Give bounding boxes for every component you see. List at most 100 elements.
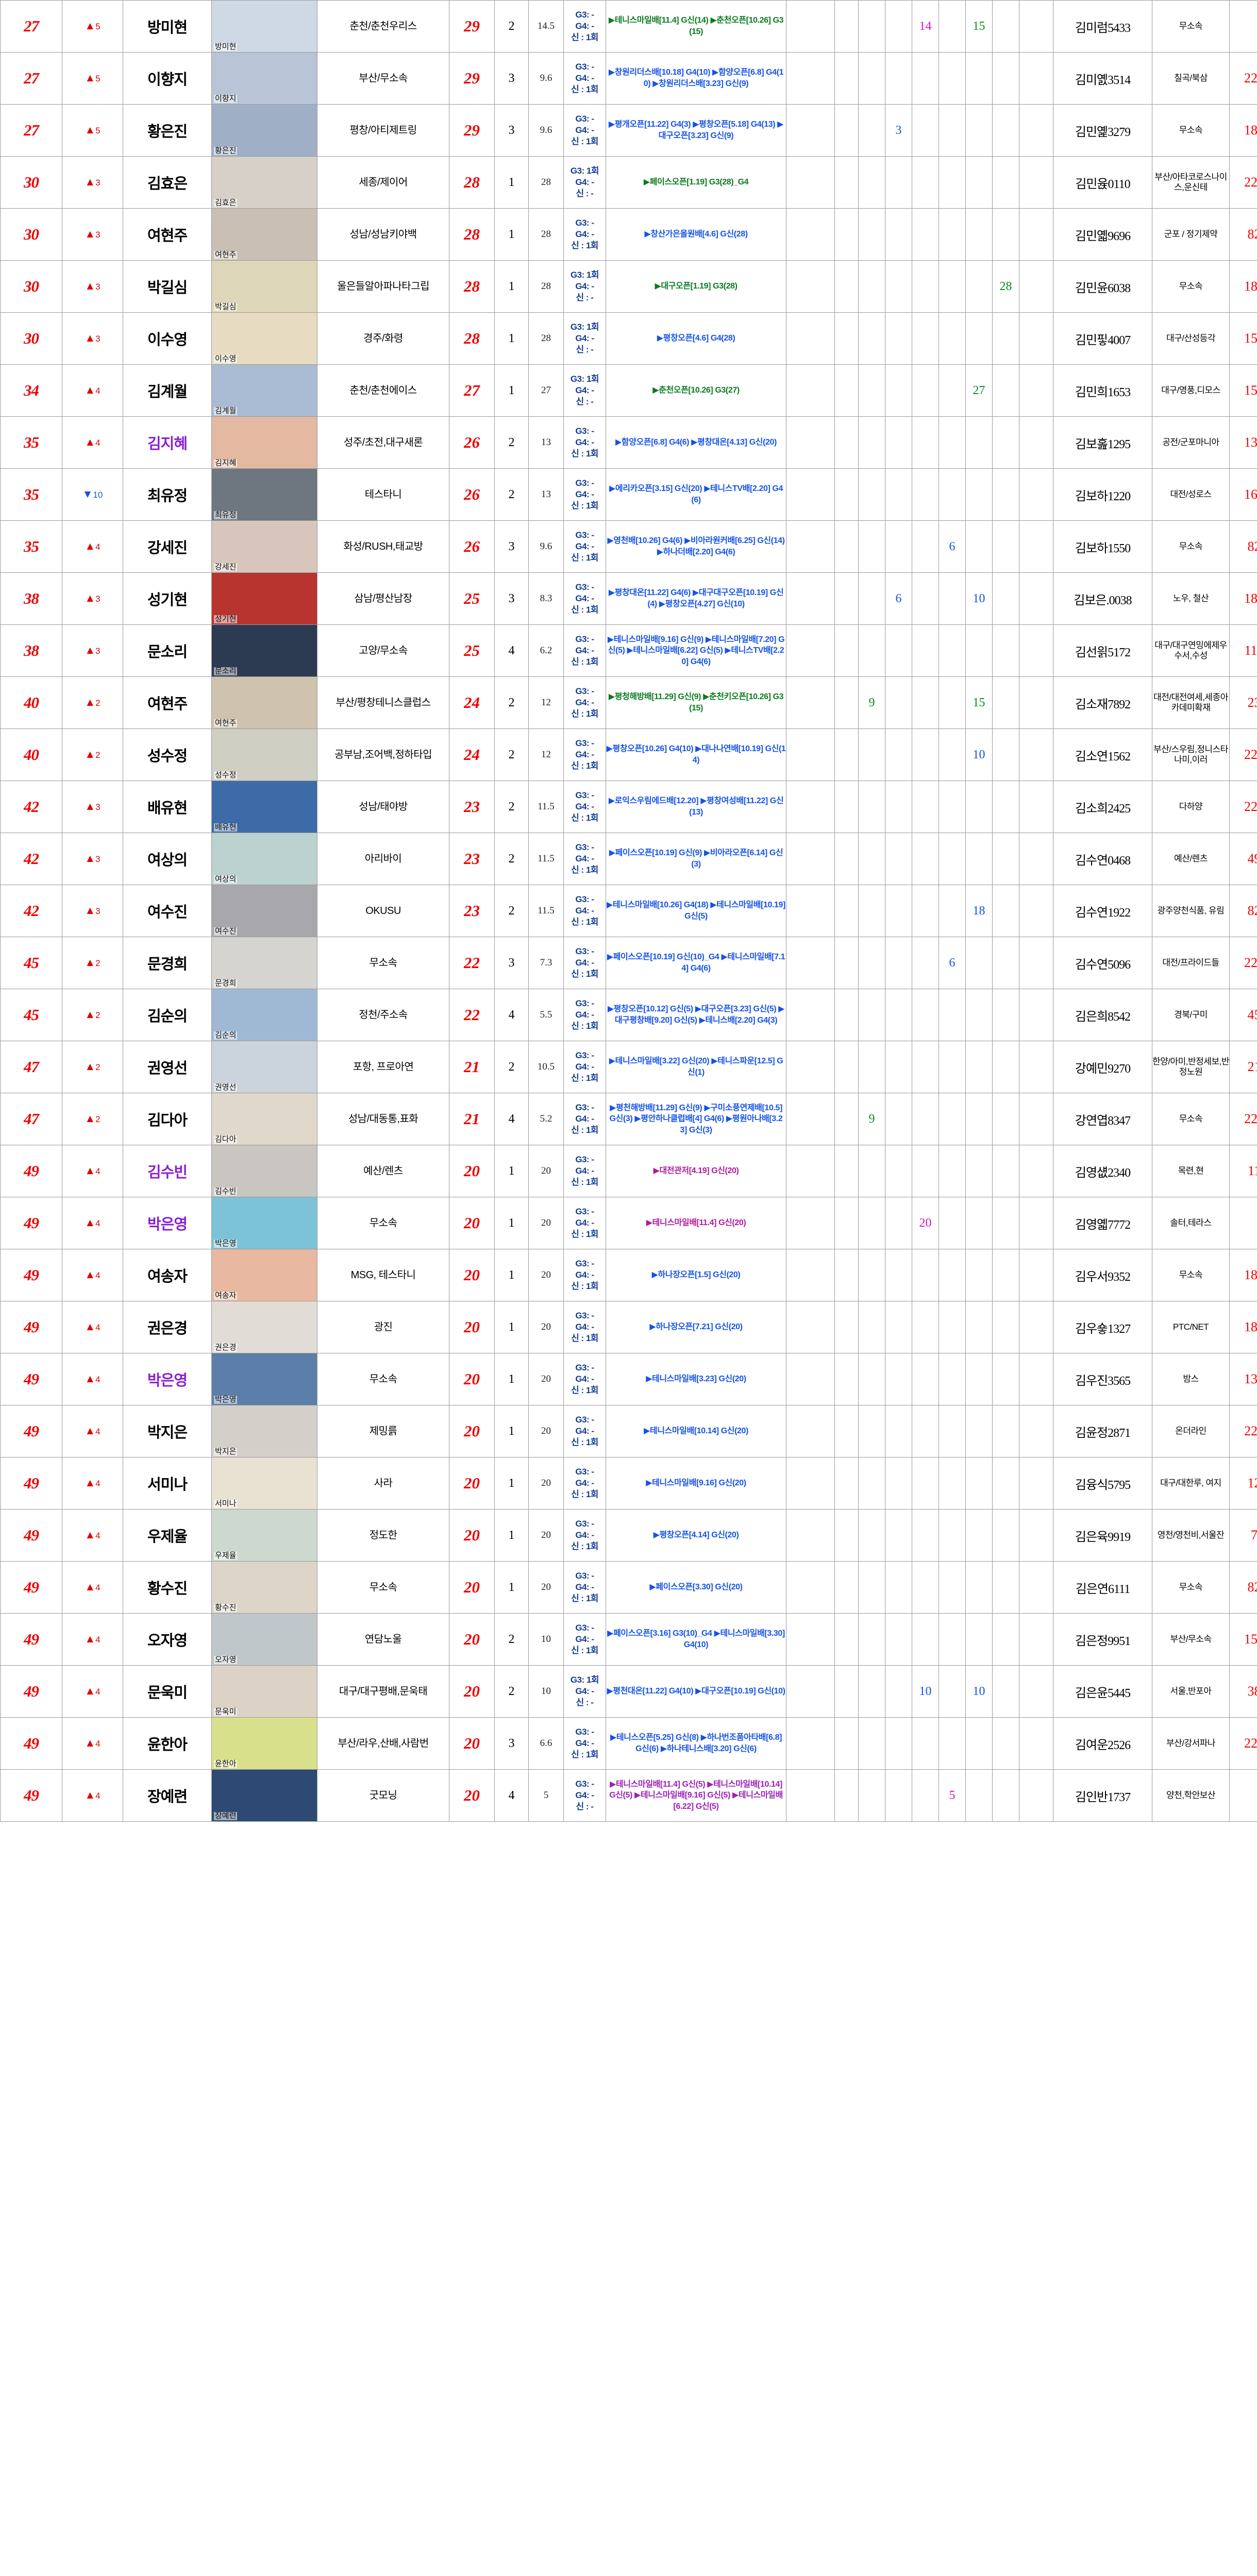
player-name[interactable]: 여상의 (147, 852, 188, 869)
partner-name[interactable]: 김융식5795 (1075, 1478, 1131, 1492)
player-photo-cell[interactable]: 강세진 (211, 520, 317, 573)
partner-name-cell[interactable]: 김인반1737 (1053, 1769, 1152, 1822)
player-photo[interactable]: 박지은 (212, 1405, 317, 1457)
player-name[interactable]: 문욱미 (147, 1685, 188, 1701)
partner-name-cell[interactable]: 김민옓9696 (1053, 208, 1152, 261)
partner-name[interactable]: 김미옔3514 (1075, 73, 1131, 87)
events-text[interactable]: ▶대전관저[4.19] G신(20) (653, 1166, 739, 1176)
events-list[interactable]: ▶하나장오픈[1.5] G신(20) (606, 1249, 786, 1301)
player-photo[interactable]: 권은경 (212, 1301, 317, 1353)
player-photo[interactable]: 강세진 (212, 521, 317, 572)
partner-name[interactable]: 김민핗4007 (1075, 333, 1131, 347)
player-photo-cell[interactable]: 배유현 (211, 781, 317, 833)
partner-name[interactable]: 김미럼5433 (1075, 21, 1131, 35)
player-photo[interactable]: 김수빈 (212, 1145, 317, 1197)
player-photo[interactable]: 우제율 (212, 1510, 317, 1561)
events-list[interactable]: ▶평창대온[11.22] G4(6) ▶대구대구오픈[10.19] G신(4) … (606, 572, 786, 625)
player-name[interactable]: 여현주 (147, 228, 188, 244)
player-name[interactable]: 황은진 (147, 124, 188, 140)
events-text[interactable]: ▶영천배[10.26] G4(6) ▶비아라원커배[6.25] G신(14) ▶… (607, 536, 785, 556)
player-name[interactable]: 김수빈 (147, 1164, 188, 1181)
player-photo-cell[interactable]: 서미나 (211, 1457, 317, 1510)
player-photo-cell[interactable]: 황수진 (211, 1561, 317, 1614)
events-list[interactable]: ▶대구오픈[1.19] G3(28) (606, 260, 786, 313)
events-list[interactable]: ▶창산가은올원배[4.6] G신(28) (606, 208, 786, 261)
player-photo-cell[interactable]: 김효은 (211, 156, 317, 209)
events-list[interactable]: ▶테니스마일배[11.4] G신(20) (606, 1197, 786, 1249)
player-name-cell[interactable]: 권영선 (123, 1041, 212, 1093)
player-name[interactable]: 김효은 (147, 176, 188, 192)
events-list[interactable]: ▶페이스오픈[1.19] G3(28)_G4 (606, 156, 786, 209)
table-row[interactable]: 45 ▲2 문경희 문경희 무소속 22 3 7.3 G3: - G4: -신 : 1회 ▶페이스오… (0, 937, 1257, 989)
player-photo[interactable]: 여상의 (212, 833, 317, 885)
player-photo-cell[interactable]: 여송자 (211, 1249, 317, 1301)
player-photo[interactable]: 성기현 (212, 573, 317, 624)
player-name-cell[interactable]: 김지혜 (123, 416, 212, 469)
player-name[interactable]: 여송자 (147, 1268, 188, 1285)
player-photo[interactable]: 서미나 (212, 1458, 317, 1509)
player-name-cell[interactable]: 김계월 (123, 364, 212, 417)
player-name-cell[interactable]: 김순의 (123, 989, 212, 1041)
events-text[interactable]: ▶하나장오픈[7.21] G신(20) (649, 1323, 743, 1332)
table-row[interactable]: 30 ▲3 여현주 여현주 성남/성남키야백 28 1 28 G3: - G4: -신 : 1회 ▶… (0, 208, 1257, 261)
player-photo-cell[interactable]: 오자영 (211, 1613, 317, 1666)
events-list[interactable]: ▶테니스마일배[11.4] G신(5) ▶테니스마일배[10.14] G신(5)… (606, 1769, 786, 1822)
partner-name-cell[interactable]: 김은정9951 (1053, 1613, 1152, 1666)
partner-name-cell[interactable]: 김은연6111 (1053, 1561, 1152, 1614)
partner-name-cell[interactable]: 김민옕3279 (1053, 104, 1152, 157)
player-name[interactable]: 박은영 (147, 1216, 188, 1233)
player-photo[interactable]: 박은영 (212, 1353, 317, 1405)
partner-name-cell[interactable]: 김민윤6038 (1053, 260, 1152, 313)
player-name[interactable]: 배유현 (147, 800, 188, 817)
player-photo[interactable]: 이향지 (212, 53, 317, 104)
partner-name[interactable]: 김민옓9696 (1075, 229, 1131, 243)
partner-name[interactable]: 김수연0468 (1075, 854, 1131, 868)
player-photo-cell[interactable]: 여상의 (211, 833, 317, 885)
partner-name[interactable]: 김보홆1295 (1075, 437, 1131, 451)
player-photo-cell[interactable]: 최유정 (211, 468, 317, 521)
events-list[interactable]: ▶테니스오픈[5.25] G신(8) ▶하나번조품아타배[6.8] G신(6) … (606, 1717, 786, 1770)
partner-name[interactable]: 강연엽8347 (1075, 1114, 1131, 1128)
player-photo-cell[interactable]: 박은영 (211, 1197, 317, 1249)
events-text[interactable]: ▶평청해방배[11.29] G신(9) ▶춘천키오픈[10.26] G3(15) (608, 692, 784, 713)
table-row[interactable]: 47 ▲2 김다아 김다아 성남/대동통,표화 21 4 5.2 G3: - G4: -신 : 1… (0, 1093, 1257, 1145)
events-list[interactable]: ▶페이스오픈[3.30] G신(20) (606, 1561, 786, 1614)
player-photo[interactable]: 여수진 (212, 885, 317, 937)
events-list[interactable]: ▶평천해방배[11.29] G신(9) ▶구미소풍연제배[10.5] G신(3)… (606, 1093, 786, 1145)
events-text[interactable]: ▶평창오픈[4.6] G4(28) (657, 334, 735, 343)
partner-name[interactable]: 김영옓7772 (1075, 1218, 1131, 1232)
table-row[interactable]: 27 ▲5 이향지 이향지 부산/무소속 29 3 9.6 G3: - G4: -신 : 1회 ▶창… (0, 52, 1257, 105)
player-photo[interactable]: 문경희 (212, 937, 317, 989)
player-name-cell[interactable]: 박지은 (123, 1405, 212, 1458)
player-name-cell[interactable]: 우제율 (123, 1509, 212, 1562)
partner-name[interactable]: 김선읡5172 (1075, 646, 1131, 659)
partner-name[interactable]: 김은희8542 (1075, 1010, 1131, 1024)
table-row[interactable]: 45 ▲2 김순의 김순의 정천/주소속 22 4 5.5 G3: - G4: -신 : 1회 ▶평… (0, 989, 1257, 1041)
events-list[interactable]: ▶테니스마일배[10.14] G신(20) (606, 1405, 786, 1458)
partner-name[interactable]: 김우서9352 (1075, 1270, 1131, 1284)
events-text[interactable]: ▶테니스마일배[9.16] G신(9) ▶테니스마일배[7.20] G신(5) … (607, 635, 785, 666)
events-text[interactable]: ▶테니스마일배[9.16] G신(20) (646, 1479, 746, 1488)
player-name[interactable]: 여수진 (147, 904, 188, 921)
player-name[interactable]: 여현주 (147, 696, 188, 713)
events-text[interactable]: ▶함양오픈[6.8] G4(6) ▶평창대온[4.13] G신(20) (615, 438, 777, 447)
table-row[interactable]: 49 ▲4 장예련 장예련 굿모닝 20 4 5 G3: - G4: -신 : - ▶테니스마일배[… (0, 1769, 1257, 1822)
events-text[interactable]: ▶테니스마일배[11.4] G신(5) ▶테니스마일배[10.14] G신(5)… (609, 1780, 783, 1811)
events-text[interactable]: ▶하나장오픈[1.5] G신(20) (651, 1270, 741, 1280)
player-name-cell[interactable]: 여현주 (123, 676, 212, 729)
partner-name[interactable]: 김은육9919 (1075, 1530, 1131, 1544)
partner-name-cell[interactable]: 김미럼5433 (1053, 0, 1152, 53)
player-name[interactable]: 권영선 (147, 1060, 188, 1077)
partner-name[interactable]: 김우진3565 (1075, 1374, 1131, 1388)
partner-name-cell[interactable]: 김우숗1327 (1053, 1301, 1152, 1353)
player-photo[interactable]: 황수진 (212, 1562, 317, 1613)
player-name[interactable]: 권은경 (147, 1320, 188, 1337)
player-name[interactable]: 이향지 (147, 72, 188, 88)
table-row[interactable]: 49 ▲4 윤한아 윤한아 부산/라우,산배,사람번 20 3 6.6 G3: - G4: -신 … (0, 1717, 1257, 1770)
events-text[interactable]: ▶대구오픈[1.19] G3(28) (655, 282, 738, 291)
events-list[interactable]: ▶평창오픈[10.26] G4(10) ▶대나나연배[10.19] G신(14) (606, 728, 786, 781)
player-photo[interactable]: 박길심 (212, 261, 317, 312)
player-name-cell[interactable]: 성기현 (123, 572, 212, 625)
table-row[interactable]: 49 ▲4 문욱미 문욱미 대구/대구평배,문욱태 20 2 10 G3: 1회 G4: -신 :… (0, 1665, 1257, 1718)
partner-name[interactable]: 김민윥0110 (1075, 177, 1130, 191)
